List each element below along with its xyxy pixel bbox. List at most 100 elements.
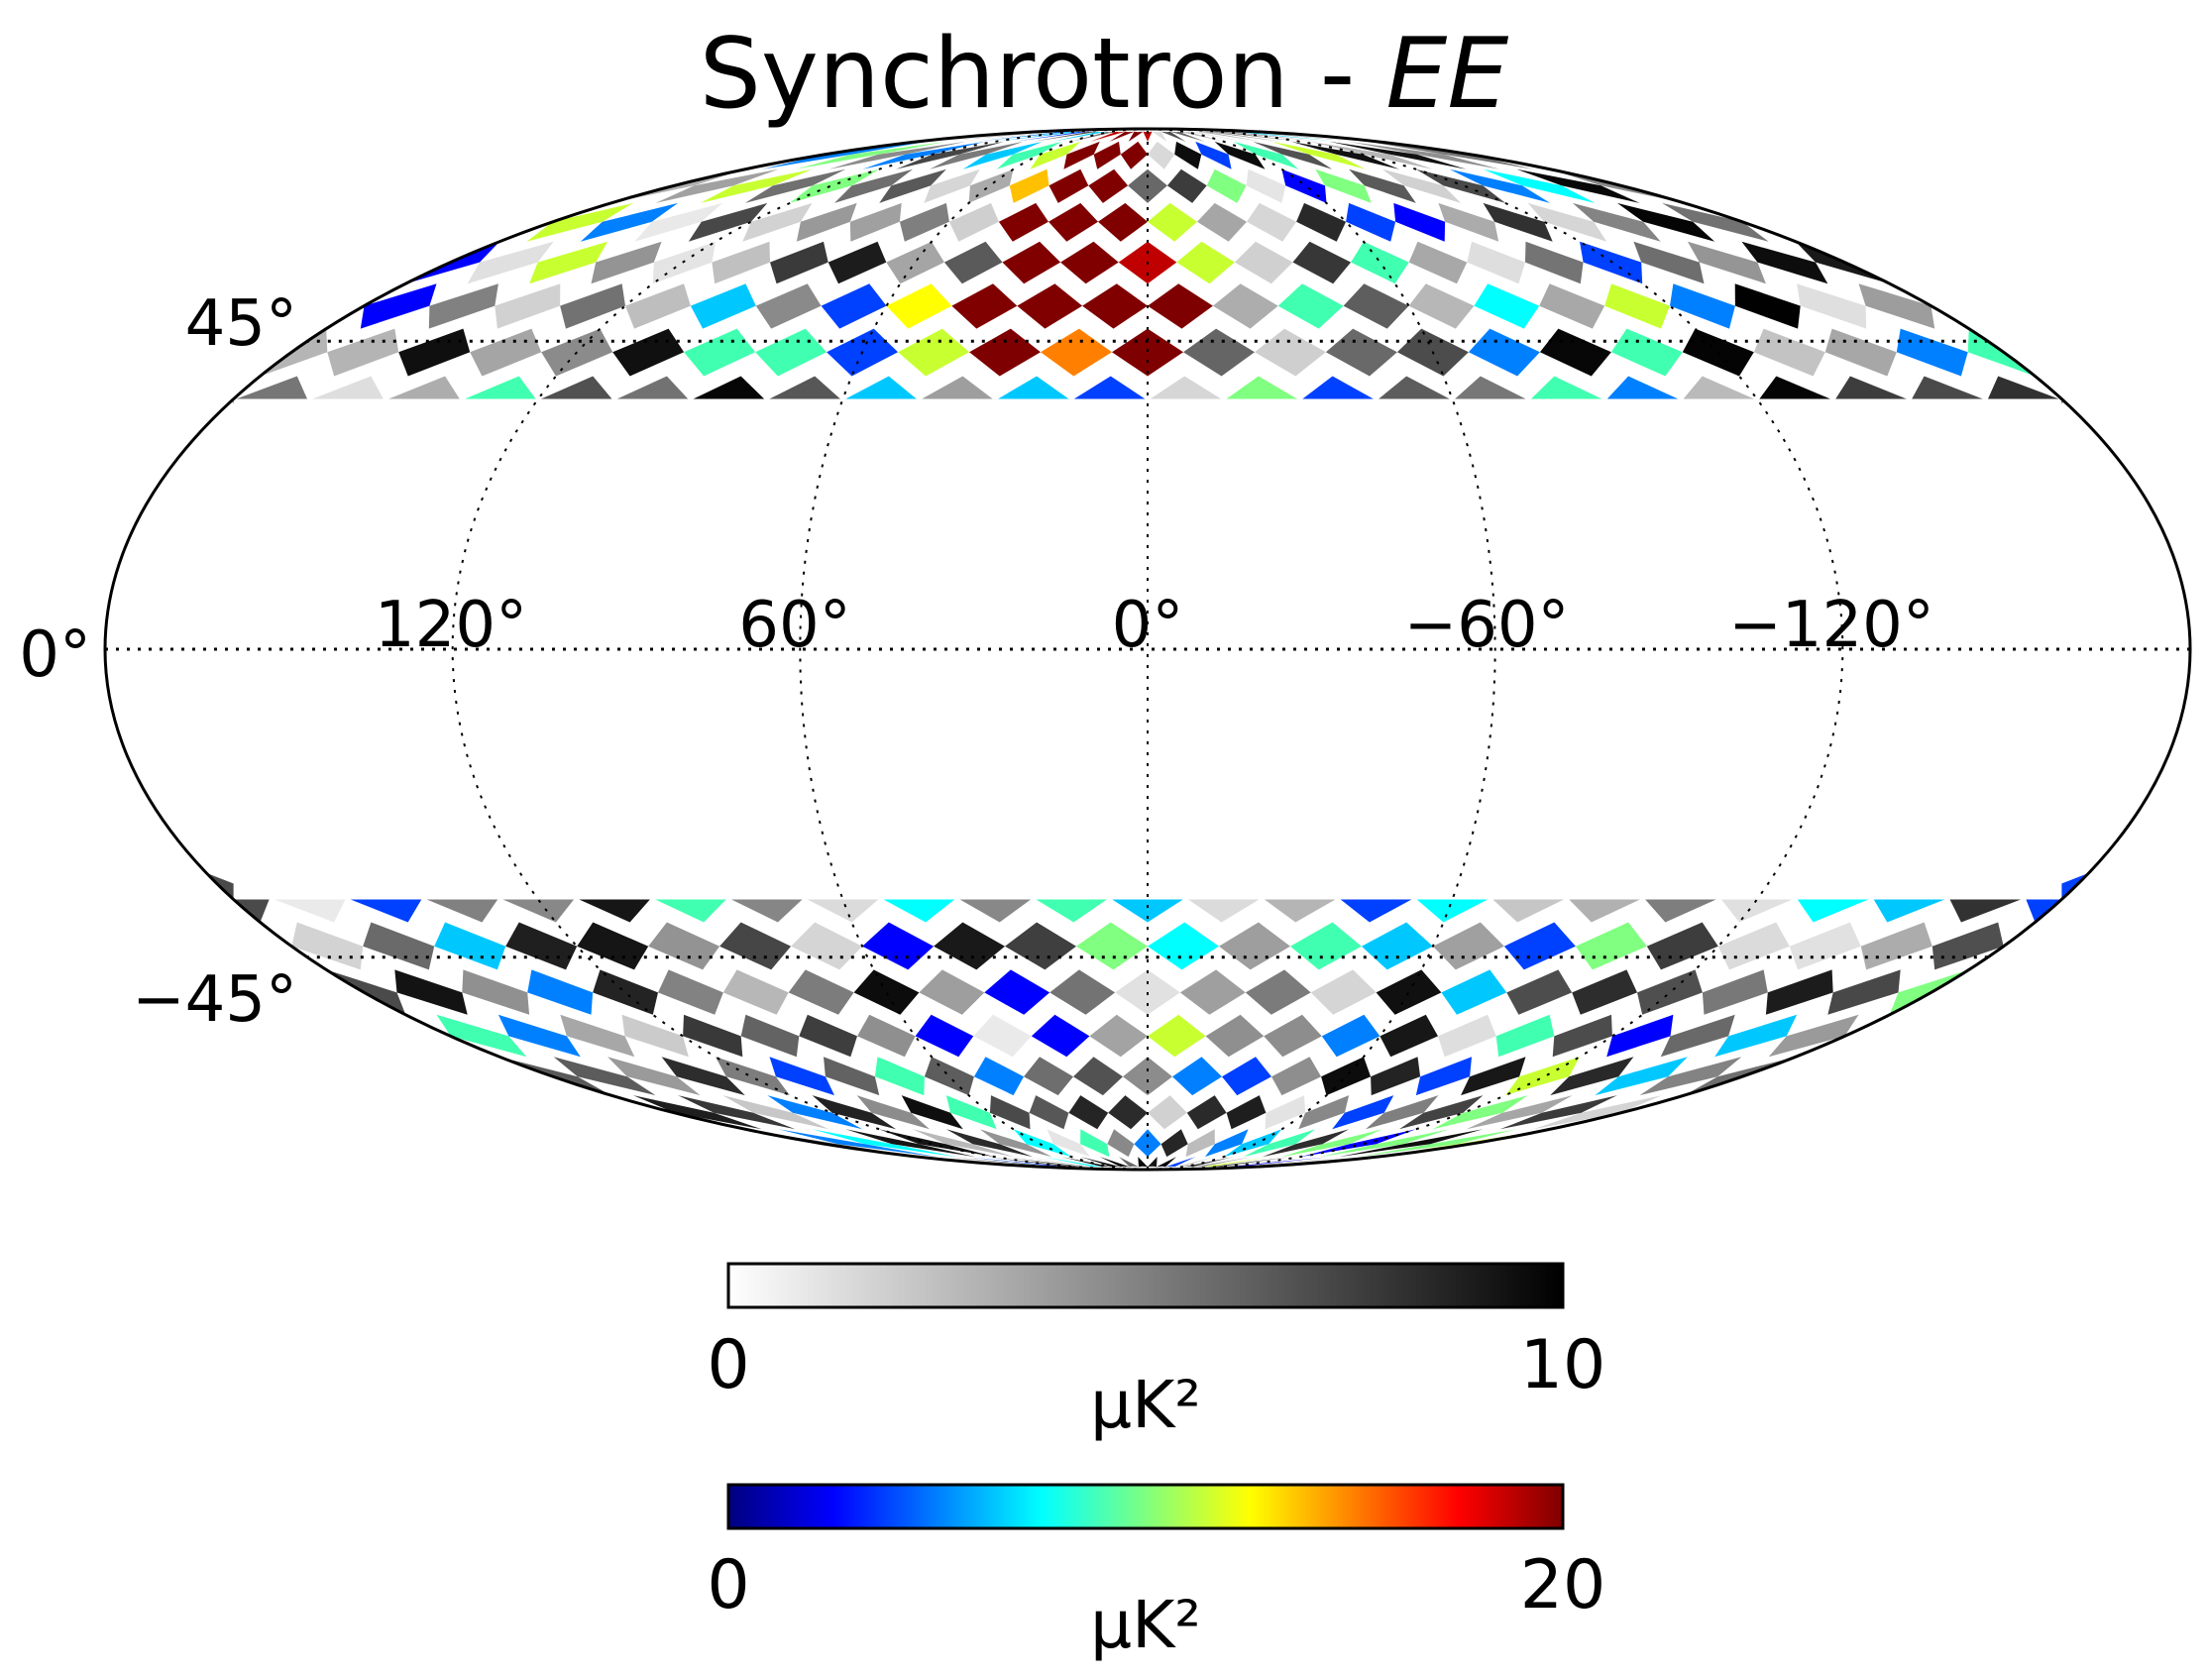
- map-pixel: [1415, 1057, 1472, 1096]
- map-pixel: [1237, 1157, 1349, 1168]
- map-pixel: [934, 922, 1005, 970]
- map-pixel: [1432, 922, 1504, 970]
- map-pixel: [690, 283, 756, 329]
- colorbar-gray-min: 0: [707, 1326, 749, 1404]
- map-pixel: [755, 283, 822, 329]
- map-pixel: [821, 283, 887, 329]
- map-pixel: [505, 922, 578, 970]
- map-pixel: [1049, 168, 1089, 203]
- map-pixel: [1060, 241, 1119, 284]
- map-pixel: [1525, 241, 1584, 284]
- map-pixel: [874, 1057, 925, 1096]
- map-pixel: [1271, 1057, 1322, 1096]
- map-pixel: [937, 131, 1054, 142]
- map-pixel: [1449, 168, 1551, 203]
- map-pixel: [1165, 1157, 1196, 1168]
- map-pixel: [1660, 1014, 1735, 1058]
- map-pixel: [1332, 1095, 1394, 1130]
- map-pixel: [789, 168, 880, 203]
- map-pixel: [1358, 1129, 1517, 1158]
- map-pixel: [1408, 241, 1468, 284]
- map-pixel: [722, 969, 789, 1015]
- map-pixel: [984, 969, 1050, 1015]
- colorbar-jet-min: 0: [707, 1546, 749, 1624]
- map-pixel: [1441, 969, 1507, 1015]
- map-pixel: [1527, 202, 1607, 242]
- galactic-plane-mask: [233, 398, 2062, 900]
- map-pixel: [767, 1095, 863, 1130]
- map-pixel: [1107, 1129, 1135, 1158]
- map-pixel: [634, 202, 723, 242]
- map-pixel: [1296, 202, 1347, 242]
- map-pixel: [1858, 283, 1935, 329]
- map-pixel: [1646, 922, 1718, 970]
- lat-label-0: 0°: [19, 618, 91, 692]
- map-pixel: [1325, 328, 1397, 377]
- map-boundary: [103, 127, 2192, 1172]
- map-pixel: [1205, 131, 1282, 142]
- lon-label-60: 60°: [738, 589, 850, 662]
- map-pixel: [1860, 922, 1932, 970]
- map-pixel: [795, 141, 947, 169]
- map-pixel: [1380, 1014, 1438, 1058]
- map-pixel: [856, 1095, 930, 1130]
- map-pixel: [913, 1129, 1014, 1158]
- map-pixel: [688, 202, 768, 242]
- map-pixel: [828, 141, 966, 169]
- map-pixel: [661, 1057, 745, 1096]
- map-pixel: [1143, 131, 1153, 142]
- map-pixel: [845, 1129, 976, 1158]
- map-pixel: [945, 1129, 1034, 1158]
- colorbar-jet-max: 20: [1520, 1546, 1606, 1624]
- map-pixel: [1051, 131, 1108, 142]
- map-pixel: [1234, 241, 1293, 284]
- map-title: Synchrotron - EE: [0, 18, 2208, 131]
- map-pixel: [1183, 328, 1255, 377]
- map-pixel: [812, 1095, 897, 1130]
- map-pixel: [1797, 283, 1867, 329]
- map-pixel: [1197, 202, 1247, 242]
- map-pixel: [828, 241, 887, 284]
- map-pixel: [824, 1057, 880, 1096]
- map-pixel: [1205, 1014, 1265, 1058]
- map-pixel: [1241, 131, 1359, 142]
- map-pixel: [1339, 1129, 1484, 1158]
- map-pixel: [1572, 202, 1661, 242]
- map-pixel: [1174, 141, 1202, 169]
- map-pixel: [1098, 202, 1148, 242]
- map-pixel: [965, 1157, 1067, 1168]
- map-pixel: [1041, 328, 1112, 377]
- map-pixel: [1533, 1095, 1663, 1130]
- map-pixel: [1827, 969, 1901, 1015]
- map-pixel: [658, 969, 723, 1015]
- map-pixel: [755, 328, 828, 377]
- map-pixel: [1047, 1129, 1091, 1158]
- map-pixel: [652, 241, 716, 284]
- map-pixel: [879, 1129, 995, 1158]
- map-pixel: [1120, 141, 1148, 169]
- map-pixel: [621, 1014, 689, 1058]
- map-pixel: [973, 1014, 1032, 1058]
- map-pixel: [1300, 1129, 1416, 1158]
- lon-label-120: 120°: [375, 589, 527, 662]
- map-pixel: [1226, 1095, 1267, 1130]
- colorbar-gray-unit: μK²: [1090, 1367, 1201, 1443]
- map-pixel: [1361, 922, 1433, 970]
- map-pixel: [984, 1157, 1076, 1168]
- map-pixel: [975, 131, 1072, 142]
- map-pixel: [930, 141, 1024, 169]
- map-pixel: [1005, 922, 1076, 970]
- map-pixel: [1505, 1057, 1580, 1096]
- map-pixel: [1223, 131, 1320, 142]
- map-pixel: [678, 1095, 796, 1130]
- map-pixel: [1080, 1129, 1110, 1158]
- map-pixel: [495, 283, 561, 329]
- map-pixel: [1348, 141, 1500, 169]
- map-pixel: [1029, 1095, 1069, 1130]
- map-pixel: [1214, 131, 1301, 142]
- map-pixel: [1148, 922, 1219, 970]
- map-pixel: [1017, 283, 1083, 329]
- map-pixel: [955, 131, 1063, 142]
- map-pixel: [1432, 1095, 1528, 1130]
- map-pixel: [744, 168, 846, 203]
